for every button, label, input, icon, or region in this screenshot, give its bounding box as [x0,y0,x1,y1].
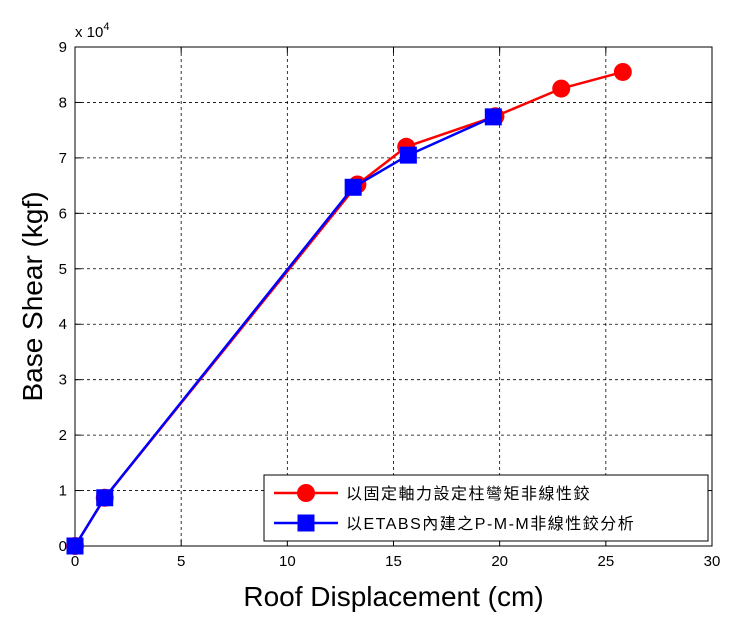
y-tick-label: 8 [59,94,67,111]
legend-entry-1: 以固定軸力設定柱彎矩非線性鉸 [274,484,591,503]
y-tick-label: 6 [59,205,67,222]
x-tick-label: 25 [597,553,614,570]
x-tick-label: 15 [385,553,402,570]
series-2-point [96,489,114,507]
series [66,62,632,555]
y-exponent-label: x 104 [75,21,109,41]
series-2-point [484,108,502,126]
legend-marker [297,514,315,532]
y-tick-label: 1 [59,483,67,500]
x-tick-label: 10 [279,553,296,570]
series-2-point [66,537,84,555]
y-tick-label: 3 [59,372,67,389]
series-2-point [399,146,417,164]
x-tick-labels: 0 5 10 15 20 25 30 [71,553,721,570]
series-2 [66,108,502,555]
series-2-point [344,178,362,196]
y-tick-label: 2 [59,427,67,444]
y-axis-label: Base Shear (kgf) [17,191,48,401]
y-tick-label: 0 [59,538,67,555]
y-tick-label: 4 [59,316,67,333]
legend-marker [297,484,315,502]
x-tick-label: 30 [704,553,721,570]
series-1-point [613,62,632,81]
x-axis-label: Roof Displacement (cm) [243,581,543,612]
series-1-point [552,79,571,98]
y-tick-label: 7 [59,150,67,167]
y-tick-label: 5 [59,261,67,278]
legend-label: 以ETABS內建之P-M-M非線性鉸分析 [346,515,635,533]
legend-box [263,474,709,542]
y-tick-labels: 0 1 2 3 4 5 6 7 8 9 [59,39,67,555]
legend-label: 以固定軸力設定柱彎矩非線性鉸 [346,485,591,503]
x-tick-label: 5 [177,553,185,570]
tick-marks [74,46,713,547]
y-tick-label: 9 [59,39,67,56]
x-tick-label: 20 [491,553,508,570]
legend-entry-2: 以ETABS內建之P-M-M非線性鉸分析 [274,514,635,533]
x-tick-label: 0 [71,553,79,570]
